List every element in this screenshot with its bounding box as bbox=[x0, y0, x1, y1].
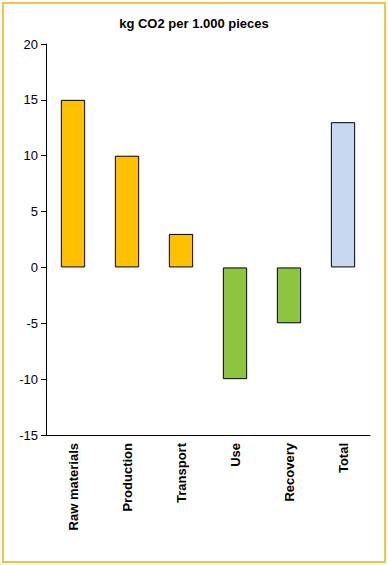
svg-text:5: 5 bbox=[31, 204, 38, 219]
svg-text:Total: Total bbox=[336, 443, 351, 473]
svg-text:Raw materials: Raw materials bbox=[66, 443, 81, 530]
svg-text:Transport: Transport bbox=[174, 442, 189, 503]
svg-text:15: 15 bbox=[24, 92, 38, 107]
svg-text:Production: Production bbox=[120, 443, 135, 512]
svg-text:Use: Use bbox=[228, 443, 243, 467]
svg-text:Recovery: Recovery bbox=[282, 442, 297, 501]
svg-text:-10: -10 bbox=[19, 372, 38, 387]
svg-text:20: 20 bbox=[24, 37, 38, 52]
svg-text:10: 10 bbox=[24, 148, 38, 163]
svg-text:kg CO2 per 1.000 pieces: kg CO2 per 1.000 pieces bbox=[119, 16, 269, 31]
svg-text:-5: -5 bbox=[26, 316, 38, 331]
svg-text:0: 0 bbox=[31, 260, 38, 275]
svg-text:-15: -15 bbox=[19, 428, 38, 443]
